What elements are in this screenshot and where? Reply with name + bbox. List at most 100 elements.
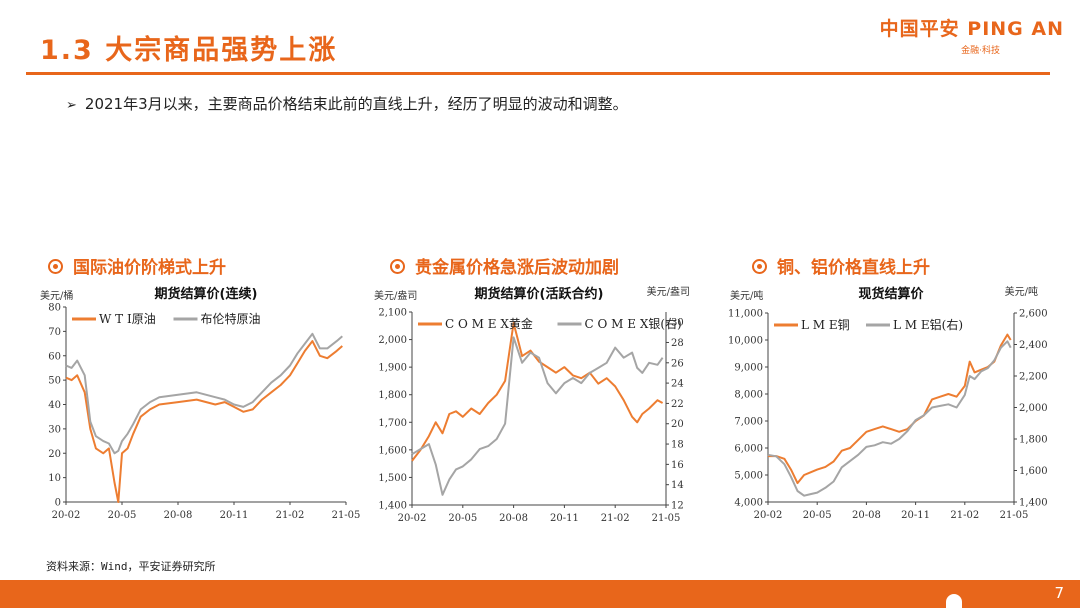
y-tick-label-right: 2,600 — [1019, 309, 1048, 320]
y-axis-left-unit: 美元/盎司 — [374, 289, 417, 302]
section-heading-oil: 国际油价阶梯式上升 — [48, 253, 226, 278]
y-tick-label-right: 1,800 — [1019, 435, 1048, 446]
y-tick-label-right: 2,400 — [1019, 340, 1048, 351]
y-tick-label-left: 4,000 — [734, 498, 763, 509]
y-tick-label-left: 30 — [48, 424, 61, 435]
y-tick-label-right: 20 — [671, 419, 684, 430]
chart-title: 现货结算价 — [858, 286, 924, 302]
x-tick-label: 20-02 — [398, 513, 427, 524]
x-tick-label: 20-05 — [803, 510, 832, 521]
y-tick-label-left: 2,100 — [378, 308, 407, 319]
y-tick-label-right: 30 — [671, 318, 684, 329]
x-tick-label: 21-02 — [276, 510, 305, 521]
x-tick-label: 21-05 — [652, 513, 681, 524]
circle-dot-icon — [48, 259, 63, 274]
y-tick-label-left: 80 — [48, 303, 61, 314]
logo-text: 中国平安 PING AN — [879, 18, 1064, 40]
x-tick-label: 20-05 — [448, 513, 477, 524]
section-label: 贵金属价格急涨后波动加剧 — [415, 258, 619, 278]
x-tick-label: 20-08 — [852, 510, 881, 521]
series-line — [65, 340, 343, 503]
y-tick-label-right: 1,400 — [1019, 498, 1048, 509]
x-tick-label: 21-02 — [950, 510, 979, 521]
section-label: 国际油价阶梯式上升 — [73, 258, 226, 278]
x-tick-label: 20-02 — [754, 510, 783, 521]
series-line — [411, 336, 664, 496]
summary-text: 2021年3月以来，主要商品价格结束此前的直线上升，经历了明显的波动和调整。 — [84, 95, 628, 113]
y-tick-label-left: 7,000 — [734, 417, 763, 428]
y-tick-label-left: 0 — [55, 498, 61, 509]
summary-bullet: ➢ 2021年3月以来，主要商品价格结束此前的直线上升，经历了明显的波动和调整。 — [66, 93, 628, 114]
y-tick-label-right: 18 — [671, 440, 684, 451]
y-tick-label-left: 1,600 — [378, 445, 407, 456]
x-tick-label: 20-11 — [550, 513, 579, 524]
y-tick-label-left: 8,000 — [734, 390, 763, 401]
y-axis-right-unit: 美元/吨 — [1005, 285, 1038, 298]
section-heading-copper: 铜、铝价格直线上升 — [752, 253, 930, 278]
circle-dot-icon — [390, 259, 405, 274]
y-tick-label-left: 50 — [48, 376, 61, 387]
y-tick-label-left: 5,000 — [734, 471, 763, 482]
x-tick-label: 20-11 — [220, 510, 249, 521]
y-tick-label-left: 11,000 — [728, 309, 763, 320]
y-tick-label-left: 1,500 — [378, 473, 407, 484]
title-divider — [26, 72, 1050, 75]
y-axis-left-unit: 美元/吨 — [730, 289, 763, 302]
footer-badge-icon — [946, 594, 962, 608]
x-tick-label: 21-05 — [332, 510, 361, 521]
y-tick-label-left: 10 — [48, 473, 61, 484]
legend-label: C O M E X银(右) — [585, 316, 682, 331]
y-tick-label-right: 2,000 — [1019, 403, 1048, 414]
y-axis-left-unit: 美元/桶 — [40, 289, 73, 302]
legend-label: L M E铜 — [801, 317, 850, 332]
legend-label: C O M E X黄金 — [445, 316, 533, 331]
section-label: 铜、铝价格直线上升 — [777, 258, 930, 278]
y-tick-label-right: 1,600 — [1019, 466, 1048, 477]
series-line — [768, 333, 1012, 485]
footer-bar: 7 — [0, 580, 1080, 608]
y-tick-label-left: 60 — [48, 351, 61, 362]
y-tick-label-right: 28 — [671, 338, 684, 349]
series-line — [411, 322, 664, 462]
chart-title: 期货结算价(连续) — [155, 286, 258, 302]
oil-price-chart: 0 10 20 30 40 50 60 70 80 20-02 20-05 20-08 20-11 21-… — [40, 286, 361, 521]
y-tick-label-left: 70 — [48, 327, 61, 338]
x-tick-label: 20-08 — [499, 513, 528, 524]
y-tick-label-right: 12 — [671, 501, 684, 512]
y-tick-label-right: 2,200 — [1019, 372, 1048, 383]
y-tick-label-right: 16 — [671, 460, 684, 471]
y-tick-label-left: 20 — [48, 449, 61, 460]
y-tick-label-right: 14 — [671, 480, 684, 491]
legend-label: W T I原油 — [99, 312, 156, 326]
x-tick-label: 20-05 — [108, 510, 137, 521]
y-tick-label-left: 1,700 — [378, 418, 407, 429]
source-note: 资料来源：Wind，平安证券研究所 — [46, 560, 216, 573]
x-tick-label: 21-02 — [601, 513, 630, 524]
y-tick-label-right: 22 — [671, 399, 684, 410]
y-tick-label-right: 24 — [671, 379, 684, 390]
y-tick-label-left: 10,000 — [728, 336, 763, 347]
y-tick-label-right: 26 — [671, 358, 684, 369]
series-line — [65, 332, 343, 455]
y-tick-label-left: 9,000 — [734, 363, 763, 374]
arrow-bullet-icon: ➢ — [66, 98, 77, 113]
page-number: 7 — [1054, 584, 1064, 602]
y-tick-label-left: 40 — [48, 400, 61, 411]
logo-tagline: 金融·科技 — [961, 46, 1000, 56]
legend-label: 布伦特原油 — [201, 311, 261, 326]
x-tick-label: 20-02 — [52, 510, 81, 521]
y-tick-label-left: 2,000 — [378, 335, 407, 346]
company-logo: 中国平安 PING AN 金融·科技 — [880, 14, 1064, 56]
precious-metals-chart: 1,400 1,500 1,600 1,700 1,800 1,900 2,000 2,100… — [374, 285, 690, 524]
y-tick-label-left: 1,800 — [378, 390, 407, 401]
y-axis-right-unit: 美元/盎司 — [647, 285, 690, 298]
x-tick-label: 21-05 — [1000, 510, 1029, 521]
x-tick-label: 20-11 — [901, 510, 930, 521]
copper-aluminum-chart: 4,000 5,000 6,000 7,000 8,000 9,000 10,000 11,0… — [728, 285, 1048, 521]
legend-label: L M E铝(右) — [893, 317, 963, 332]
page-title: 1.3 大宗商品强势上涨 — [40, 35, 338, 66]
y-tick-label-left: 6,000 — [734, 444, 763, 455]
y-tick-label-left: 1,900 — [378, 363, 407, 374]
x-tick-label: 20-08 — [164, 510, 193, 521]
chart-title: 期货结算价(活跃合约) — [475, 286, 604, 302]
